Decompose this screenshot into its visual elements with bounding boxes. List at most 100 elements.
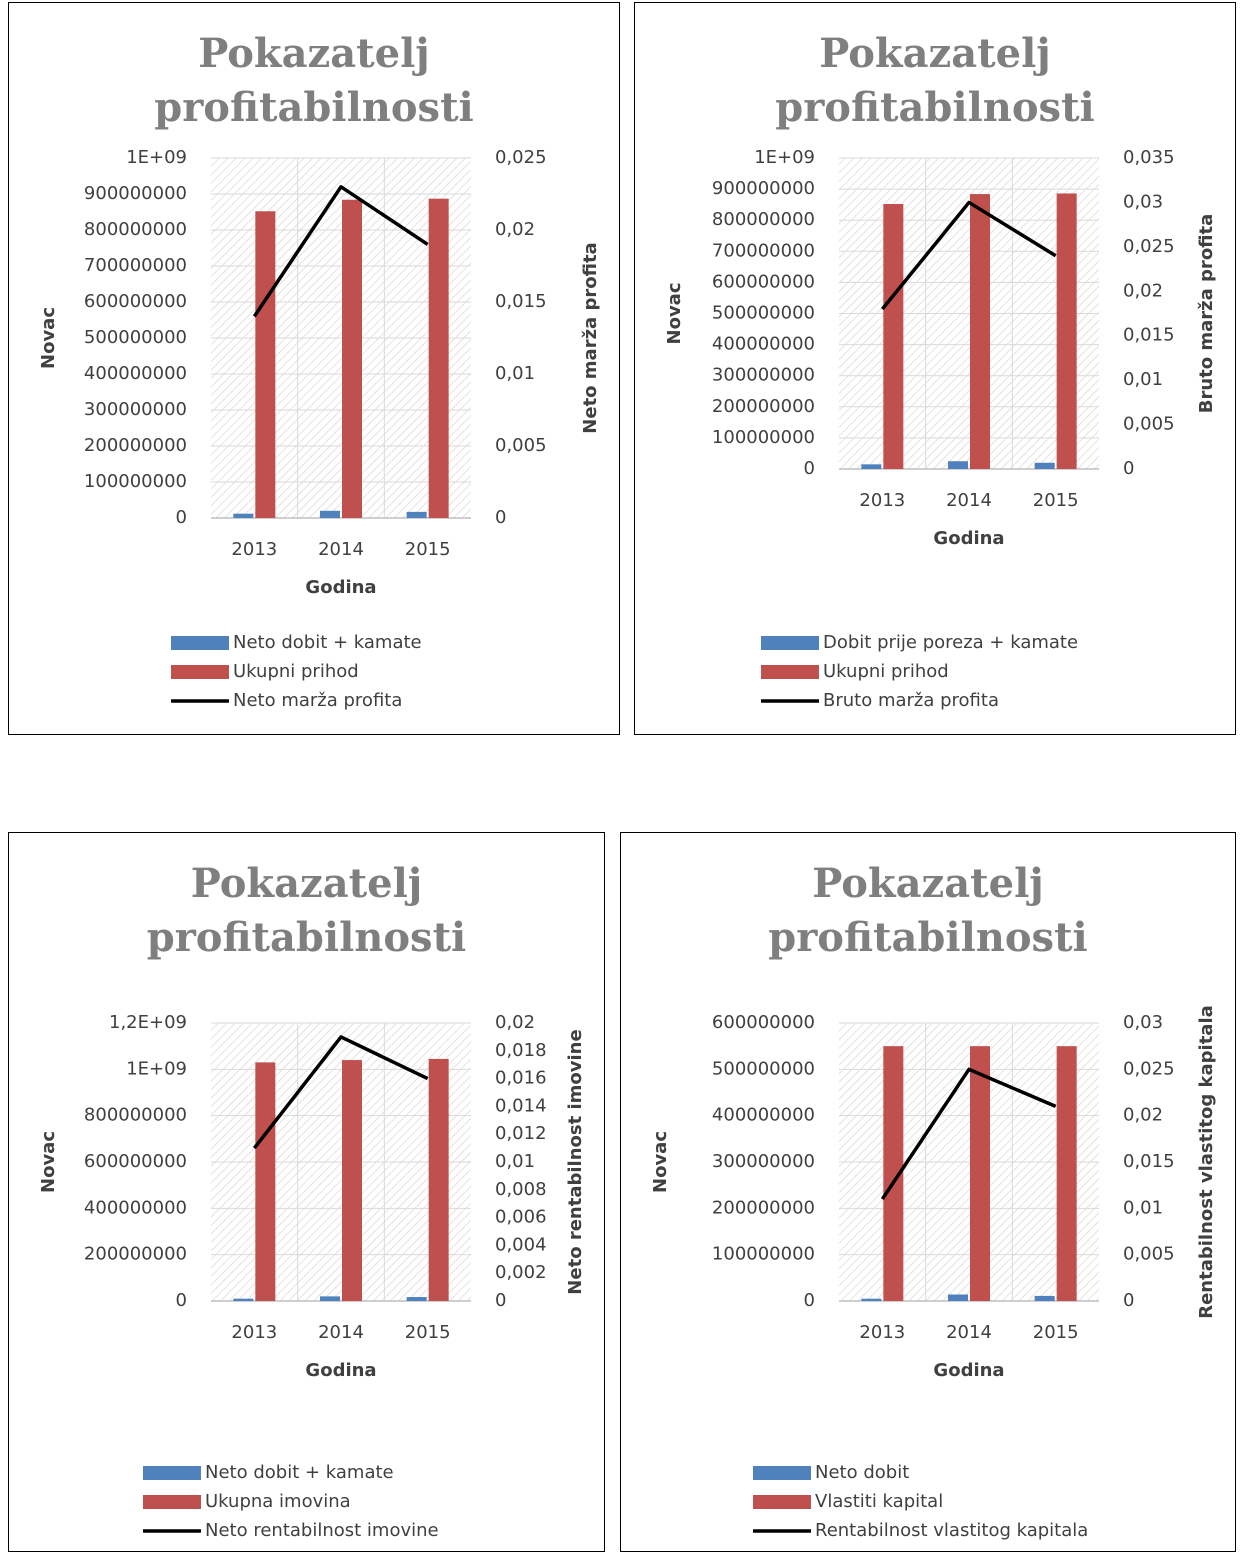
legend-swatch [143, 1495, 201, 1509]
y-axis-title: Novac [664, 283, 685, 345]
bar [1056, 193, 1077, 470]
legend-swatch [753, 1466, 811, 1480]
y-tick-label: 1E+09 [126, 147, 187, 168]
y2-tick-label: 0,02 [1123, 280, 1163, 301]
bar [883, 1046, 904, 1301]
x-axis-title: Godina [933, 1360, 1004, 1381]
x-tick-label: 2015 [405, 539, 451, 560]
bar [861, 1298, 882, 1301]
y2-tick-label: 0,02 [495, 219, 535, 240]
y2-tick-label: 0,03 [1123, 1012, 1163, 1033]
x-tick-label: 2013 [859, 490, 905, 511]
bar [1034, 1295, 1055, 1301]
y-tick-label: 800000000 [84, 1105, 187, 1126]
y-tick-label: 300000000 [84, 399, 187, 420]
chart: 0 200000000 400000000 600000000 800000000 1E+… [38, 1012, 586, 1541]
y-tick-label: 800000000 [84, 219, 187, 240]
y2-tick-label: 0,016 [495, 1068, 547, 1089]
legend-label: Bruto marža profita [823, 690, 999, 711]
legend-label: Neto dobit + kamate [233, 632, 422, 653]
x-tick-label: 2013 [231, 1322, 277, 1343]
y-tick-label: 300000000 [712, 365, 815, 386]
y-tick-label: 300000000 [712, 1151, 815, 1172]
y-axis-title: Novac [38, 1131, 59, 1193]
y2-tick-label: 0,01 [495, 1151, 535, 1172]
y2-tick-label: 0,012 [495, 1123, 547, 1144]
legend-label: Vlastiti kapital [815, 1491, 943, 1512]
y2-tick-label: 0,015 [1123, 325, 1175, 346]
y2-tick-label: 0,015 [1123, 1151, 1175, 1172]
legend-swatch [761, 665, 819, 679]
x-tick-label: 2015 [405, 1322, 451, 1343]
bar [255, 211, 276, 518]
y2-tick-label: 0,035 [1123, 147, 1175, 168]
legend-swatch [143, 1466, 201, 1480]
bar [428, 1058, 449, 1301]
y2-tick-label: 0,004 [495, 1234, 547, 1255]
y-tick-label: 200000000 [712, 396, 815, 417]
y-tick-label: 400000000 [84, 363, 187, 384]
legend-label: Ukupna imovina [205, 1491, 351, 1512]
bar [320, 510, 340, 518]
y2-tick-label: 0,006 [495, 1207, 547, 1228]
x-tick-label: 2015 [1033, 490, 1079, 511]
bar [406, 511, 427, 518]
chart: 0 100000000 200000000 300000000 400000000 500… [38, 147, 601, 711]
legend-label: Neto rentabilnost imovine [205, 1520, 439, 1541]
y-tick-label: 100000000 [712, 427, 815, 448]
y-tick-label: 1E+09 [754, 147, 815, 168]
y-tick-label: 500000000 [712, 1058, 815, 1079]
chart-title: Pokazatelj profitabilnosti [146, 860, 467, 961]
y2-tick-label: 0,002 [495, 1262, 547, 1283]
y-tick-label: 200000000 [84, 435, 187, 456]
bar [255, 1062, 276, 1301]
y2-tick-label: 0 [495, 507, 506, 528]
y2-tick-label: 0,02 [495, 1012, 535, 1033]
x-tick-label: 2013 [231, 539, 277, 560]
y2-tick-label: 0,01 [495, 363, 535, 384]
chart-title: Pokazatelj profitabilnosti [775, 30, 1095, 131]
bar [320, 1296, 340, 1301]
y-tick-label: 600000000 [84, 1151, 187, 1172]
y2-tick-label: 0,005 [495, 435, 547, 456]
bar [342, 199, 362, 518]
legend-label: Neto dobit + kamate [205, 1462, 394, 1483]
y-tick-label: 700000000 [712, 240, 815, 261]
legend-label: Ukupni prihod [823, 661, 949, 682]
x-tick-label: 2014 [318, 1322, 364, 1343]
y-tick-label: 200000000 [712, 1197, 815, 1218]
bar [883, 204, 904, 469]
legend-label: Neto marža profita [233, 690, 402, 711]
y-tick-label: 100000000 [712, 1244, 815, 1265]
y2-tick-label: 0 [1123, 1290, 1134, 1311]
y-tick-label: 0 [804, 458, 815, 479]
y2-tick-label: 0,005 [1123, 414, 1175, 435]
legend-swatch [171, 636, 229, 650]
y2-tick-label: 0 [495, 1290, 506, 1311]
y2-axis-title: Neto marža profita [580, 242, 601, 433]
x-tick-label: 2014 [946, 1322, 992, 1343]
y-tick-label: 1E+09 [126, 1058, 187, 1079]
bar [406, 1297, 427, 1301]
line [252, 185, 429, 318]
y-tick-label: 0 [176, 1290, 187, 1311]
y-tick-label: 500000000 [712, 303, 815, 324]
bar [233, 513, 254, 518]
y2-tick-label: 0,03 [1123, 191, 1163, 212]
y-tick-label: 200000000 [84, 1244, 187, 1265]
legend-swatch [761, 636, 819, 650]
y-tick-label: 600000000 [712, 1012, 815, 1033]
y-tick-label: 700000000 [84, 255, 187, 276]
bar [970, 1046, 990, 1301]
y-axis-title: Novac [38, 307, 59, 369]
y2-tick-label: 0,008 [495, 1179, 547, 1200]
y-tick-label: 900000000 [84, 183, 187, 204]
bar [233, 1298, 254, 1301]
line [880, 1067, 1057, 1201]
x-tick-label: 2014 [318, 539, 364, 560]
legend-label: Neto dobit [815, 1462, 909, 1483]
y2-axis-title: Bruto marža profita [1196, 214, 1217, 414]
chart-title: Pokazatelj profitabilnosti [768, 860, 1088, 961]
y2-tick-label: 0,018 [495, 1040, 547, 1061]
chart-box: 0 100000000 200000000 300000000 400000000 500… [8, 2, 620, 735]
